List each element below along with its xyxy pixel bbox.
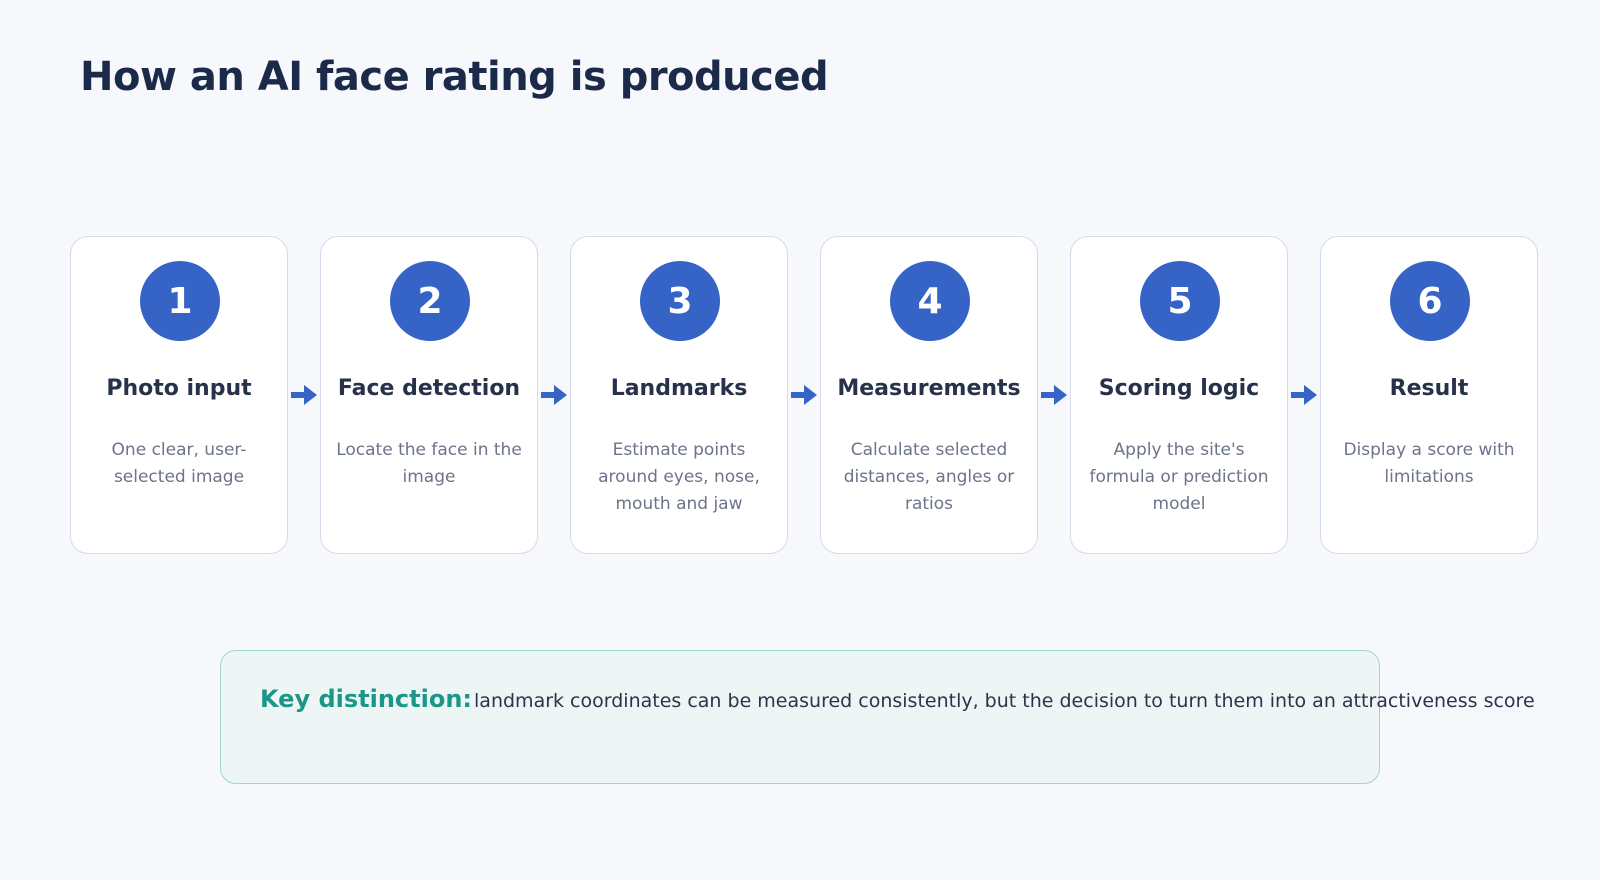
process-flow: 1 Photo input One clear, user-selected i… (70, 236, 1570, 554)
step-number-badge: 5 (1140, 261, 1220, 341)
arrow-right-icon (541, 385, 567, 405)
step-card-result: 6 Result Display a score with limitation… (1320, 236, 1538, 554)
step-title: Face detection (337, 375, 521, 401)
arrow-right-icon (291, 385, 317, 405)
callout-line: Key distinction: landmark coordinates can… (260, 685, 1535, 713)
step-number-badge: 6 (1390, 261, 1470, 341)
step-card-face-detection: 2 Face detection Locate the face in the … (320, 236, 538, 554)
step-description: Display a score with limitations (1343, 440, 1515, 487)
callout-label: Key distinction: (260, 685, 473, 713)
arrow-right-icon (1291, 385, 1317, 405)
step-card-photo-input: 1 Photo input One clear, user-selected i… (70, 236, 288, 554)
arrow-right-icon (1041, 385, 1067, 405)
callout-text: landmark coordinates can be measured con… (474, 690, 1535, 712)
step-description: One clear, user-selected image (111, 440, 247, 487)
step-description: Calculate selected distances, angles or … (843, 440, 1015, 514)
step-description: Locate the face in the image (336, 440, 522, 487)
step-title: Measurements (837, 375, 1021, 401)
step-card-scoring-logic: 5 Scoring logic Apply the site's formula… (1070, 236, 1288, 554)
page-title: How an AI face rating is produced (80, 54, 829, 100)
step-number-badge: 2 (390, 261, 470, 341)
step-title: Scoring logic (1098, 375, 1260, 401)
step-title: Landmarks (610, 375, 748, 401)
step-description: Apply the site's formula or prediction m… (1089, 440, 1269, 514)
step-title: Result (1389, 375, 1469, 401)
step-number-badge: 1 (140, 261, 220, 341)
step-card-landmarks: 3 Landmarks Estimate points around eyes,… (570, 236, 788, 554)
step-description: Estimate points around eyes, nose, mouth… (598, 440, 760, 514)
step-card-measurements: 4 Measurements Calculate selected distan… (820, 236, 1038, 554)
step-number-badge: 4 (890, 261, 970, 341)
arrow-right-icon (791, 385, 817, 405)
step-title: Photo input (106, 375, 252, 401)
key-distinction-callout: Key distinction: landmark coordinates can… (220, 650, 1535, 784)
step-number-badge: 3 (640, 261, 720, 341)
